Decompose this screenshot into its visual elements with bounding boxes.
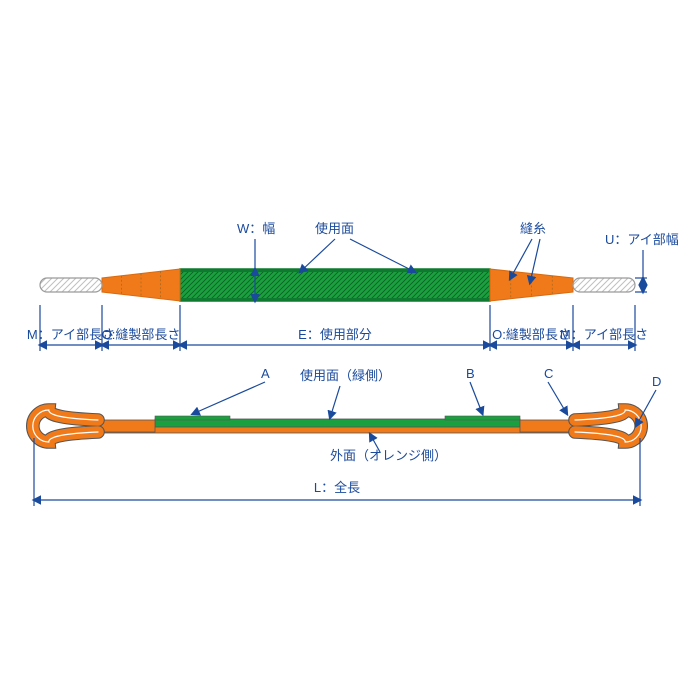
dim-label: E：使用部分: [298, 327, 372, 342]
eye-loop: [573, 278, 635, 292]
sling-diagram: W：幅使用面縫糸U：アイ部幅M：アイ部長さO:縫製部長さE：使用部分O:縫製部長…: [0, 0, 691, 691]
label-C: C: [544, 366, 553, 381]
dimensions: W：幅使用面縫糸U：アイ部幅M：アイ部長さO:縫製部長さE：使用部分O:縫製部長…: [27, 221, 679, 506]
label-B: B: [466, 366, 475, 381]
label-outer-face-side: 外面（オレンジ側）: [330, 448, 447, 463]
dim-label: O:縫製部長さ: [102, 327, 181, 342]
label-W: W：幅: [237, 221, 275, 236]
label-U: U：アイ部幅: [605, 232, 679, 247]
top-view: [40, 269, 635, 301]
label-use-face: 使用面: [315, 221, 354, 236]
side-view: [33, 410, 641, 442]
dim-label: M：アイ部長さ: [560, 327, 648, 342]
label-thread: 縫糸: [520, 221, 546, 236]
use-section: [180, 269, 490, 301]
eye-loop: [40, 278, 102, 292]
label-L: L：全長: [314, 480, 360, 495]
label-use-face-side: 使用面（緑側）: [300, 368, 391, 383]
label-A: A: [261, 366, 270, 381]
label-D: D: [652, 374, 661, 389]
